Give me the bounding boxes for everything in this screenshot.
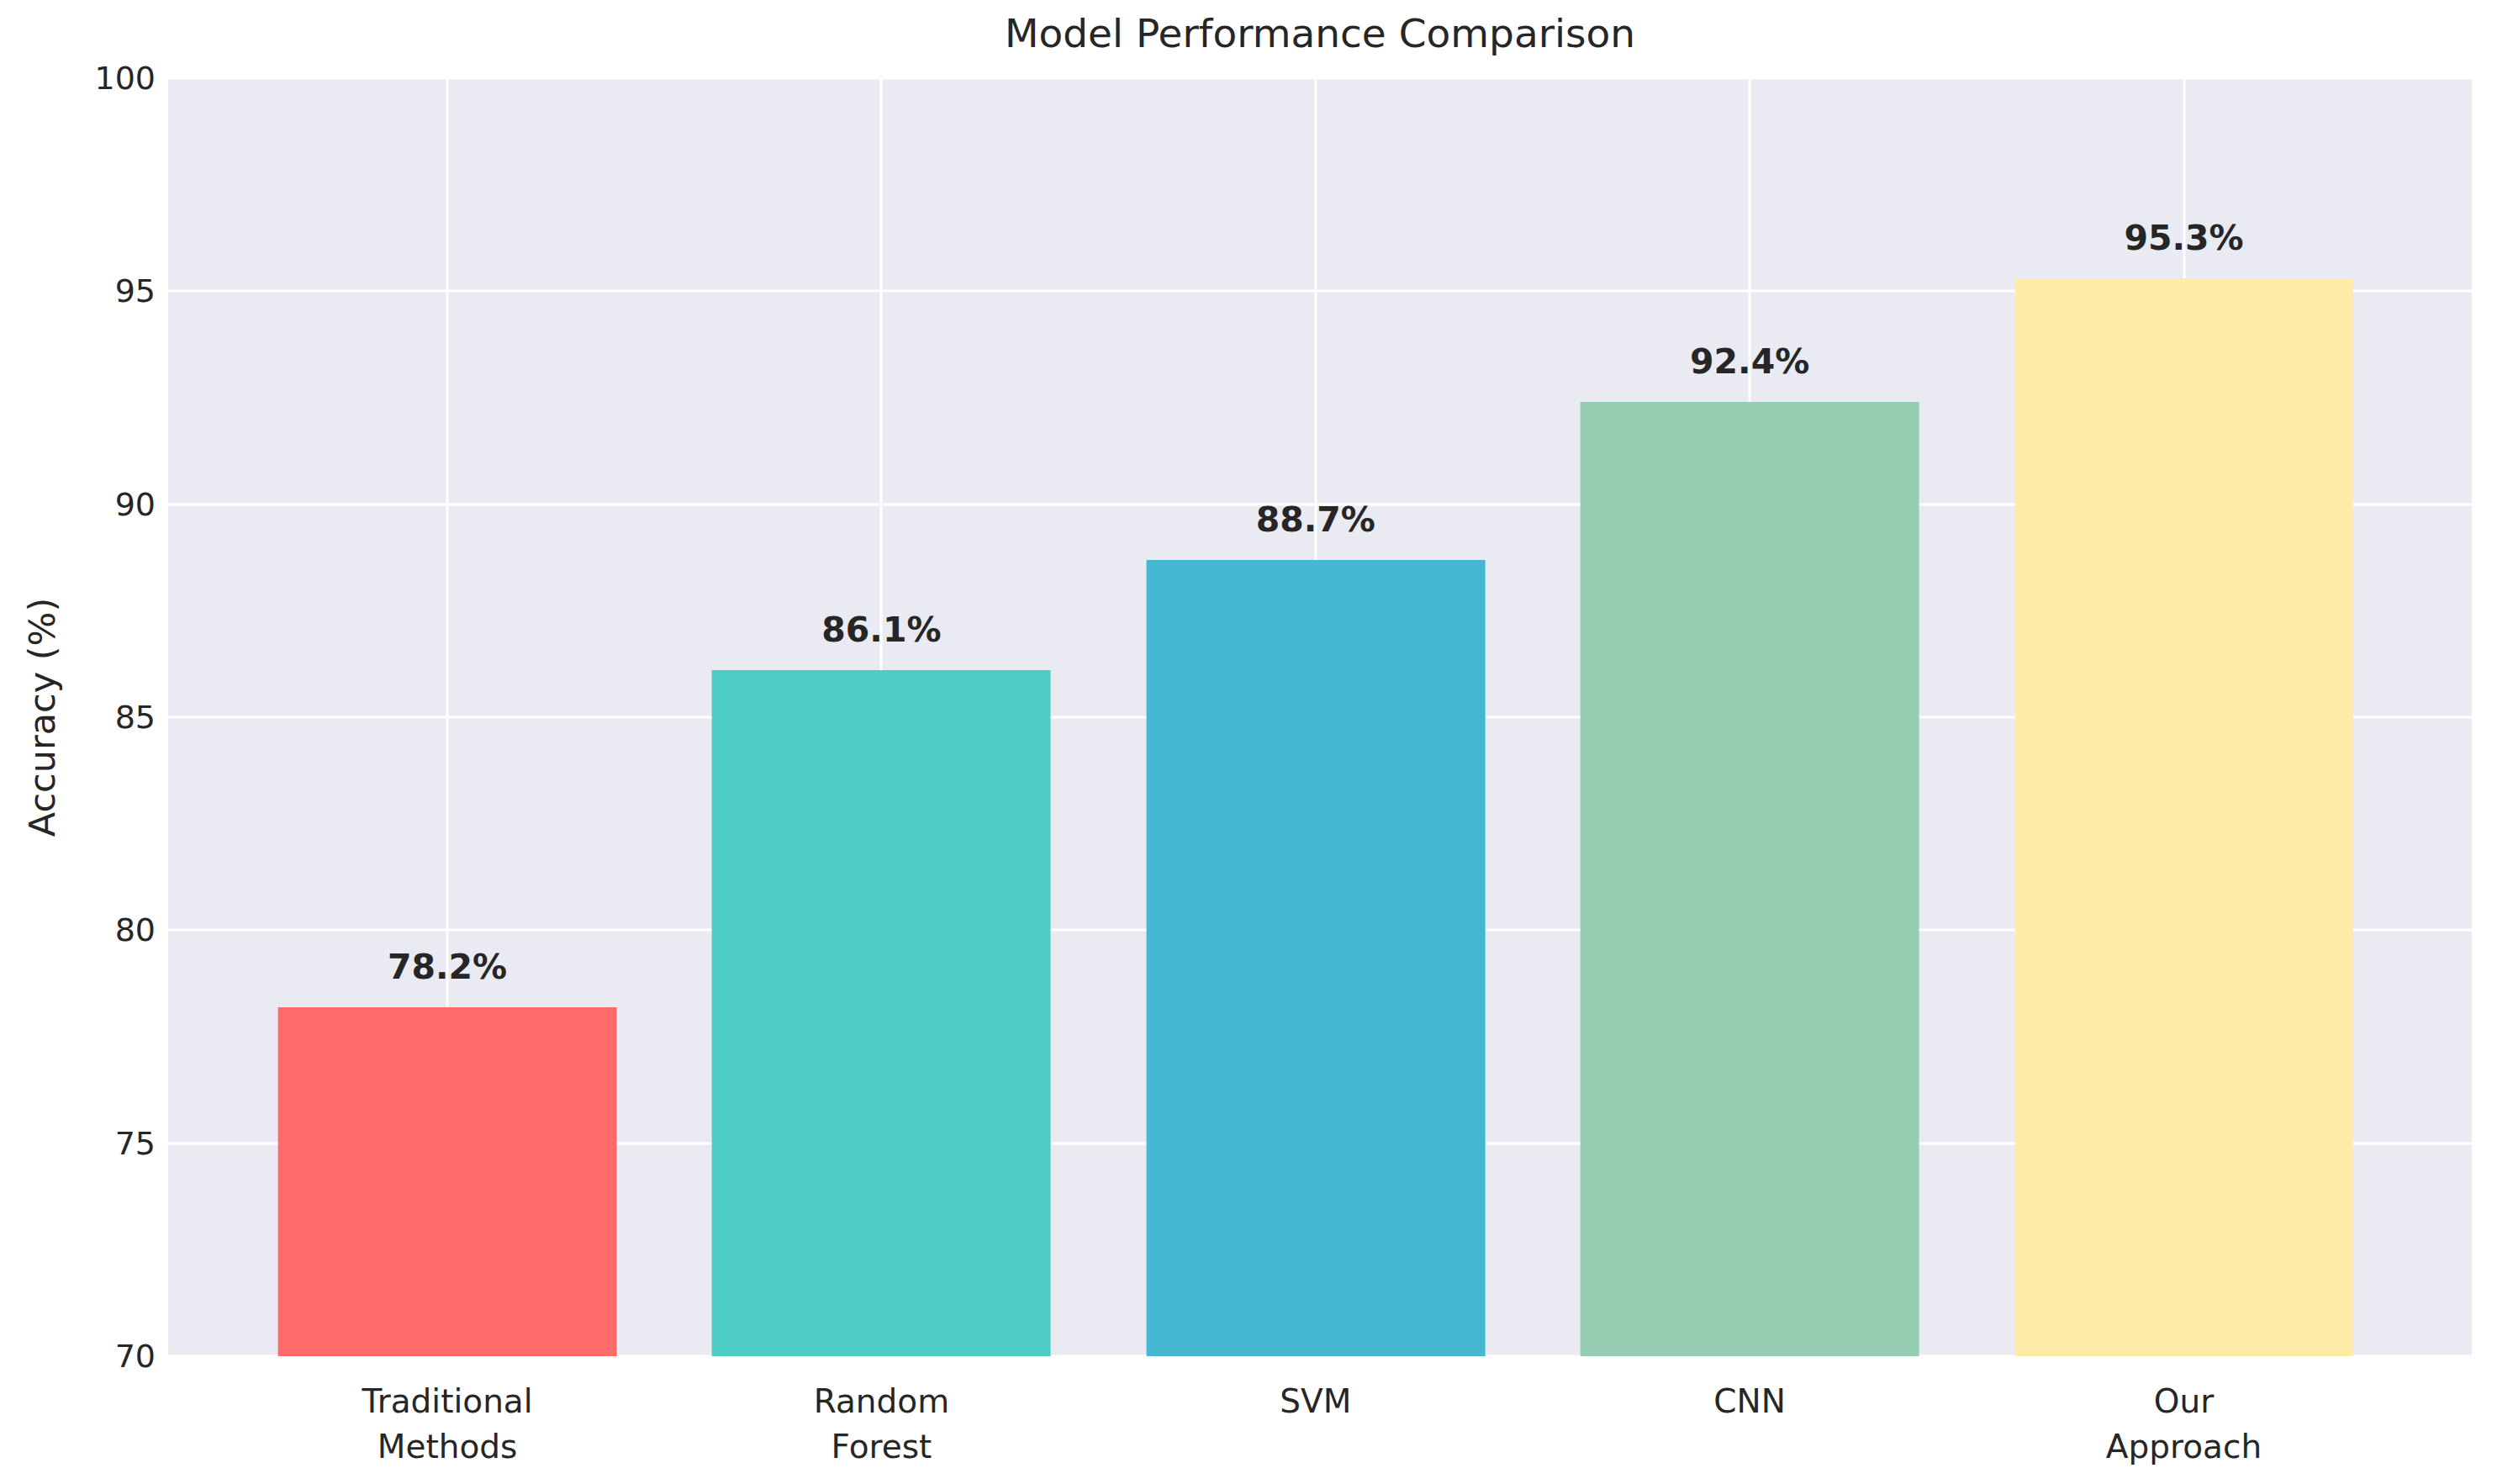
y-tick-label: 75 — [115, 1125, 156, 1162]
y-tick-label: 100 — [94, 60, 156, 97]
bar-value-label: 92.4% — [1690, 341, 1809, 382]
chart-title: Model Performance Comparison — [168, 10, 2472, 56]
y-tick-label: 80 — [115, 911, 156, 948]
bar-value-label: 78.2% — [388, 947, 507, 987]
bar-value-label: 86.1% — [821, 610, 941, 650]
x-tick-label: Our Approach — [2106, 1379, 2262, 1470]
bar-cnn — [1581, 402, 1919, 1356]
x-tick-label: Traditional Methods — [362, 1379, 533, 1470]
bar-chart-figure: Model Performance Comparison Accuracy (%… — [0, 0, 2497, 1484]
x-tick-label: Random Forest — [814, 1379, 949, 1470]
h-gridline — [168, 77, 2472, 80]
x-tick-label: CNN — [1713, 1379, 1786, 1424]
bar-value-label: 88.7% — [1256, 499, 1375, 540]
bar-value-label: 95.3% — [2124, 218, 2243, 258]
bar-our-approach — [2014, 278, 2353, 1356]
plot-area: 78.2% 86.1% 88.7% 92.4% 95.3% — [168, 78, 2472, 1356]
bar-traditional-methods — [278, 1007, 617, 1356]
y-tick-label: 90 — [115, 486, 156, 523]
x-tick-label: SVM — [1280, 1379, 1351, 1424]
y-tick-label: 85 — [115, 699, 156, 736]
bar-svm — [1146, 560, 1485, 1356]
y-tick-label: 95 — [115, 272, 156, 309]
y-axis-label: Accuracy (%) — [21, 598, 63, 837]
y-tick-label: 70 — [115, 1338, 156, 1375]
bar-random-forest — [712, 670, 1051, 1356]
